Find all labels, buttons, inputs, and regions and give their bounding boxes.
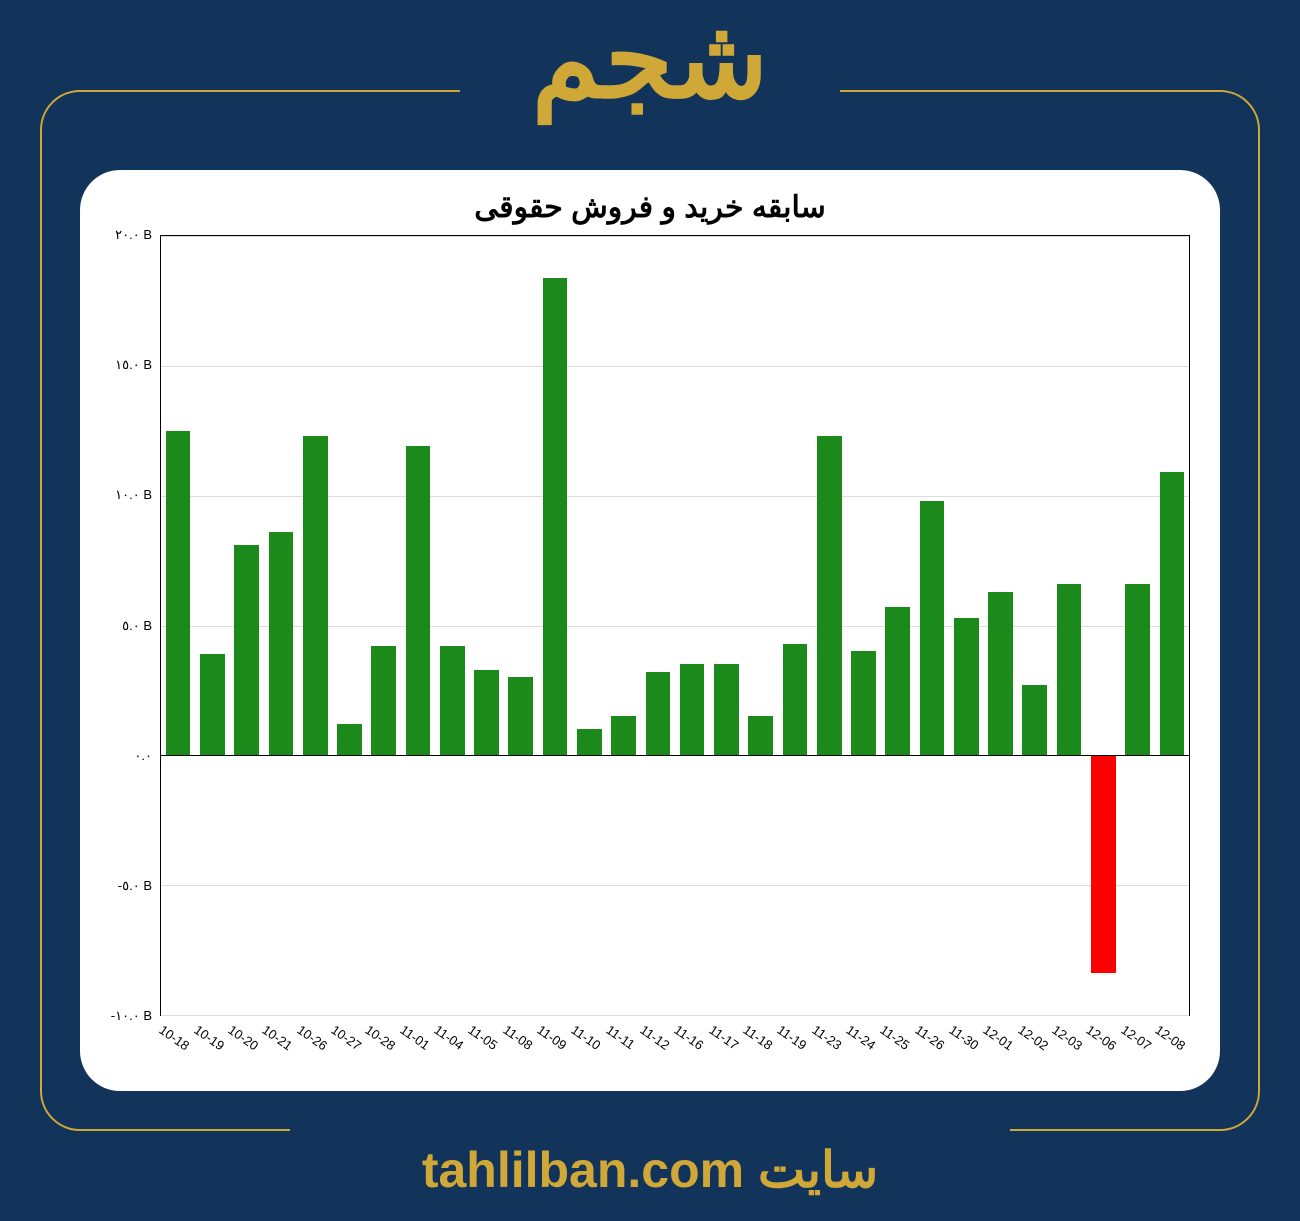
x-tick-label: 11-11 [603,1022,637,1052]
bar [611,716,636,755]
bar [1022,685,1047,755]
plot-wrap: -١٠.٠ B-٥.٠ B٠.٠٥.٠ B١٠.٠ B١٥.٠ B٢٠.٠ B … [100,235,1200,1071]
bar [783,644,808,756]
x-tick-label: 11-30 [946,1022,981,1053]
x-tick-label: 11-05 [466,1022,501,1053]
bar [1057,584,1082,755]
chart-card: سابقه خرید و فروش حقوقی -١٠.٠ B -٥.٠ B ٠.٠… [80,170,1220,1091]
zero-line [161,755,1189,756]
x-tick-label: 11-26 [912,1022,947,1053]
x-tick-label: 11-23 [809,1022,844,1053]
y-tick-label: ٥.٠ B [122,618,152,634]
x-tick-label: 12-08 [1152,1022,1188,1053]
x-tick-label: 11-10 [569,1022,604,1053]
x-tick-label: 10-26 [294,1022,330,1053]
plot-area [160,235,1190,1016]
x-tick-label: 11-01 [397,1022,432,1053]
y-tick-label: ٠.٠ [134,748,152,764]
bar [474,670,499,756]
x-tick-label: 12-01 [981,1022,1017,1053]
bar [371,646,396,755]
x-tick-label: 10-21 [260,1022,296,1053]
x-tick-label: 12-03 [1049,1022,1085,1053]
bar [234,545,259,755]
y-tick-label: -١٠.٠ B [111,1008,152,1024]
x-tick-label: 10-28 [363,1022,399,1053]
bar [885,607,910,755]
bar [200,654,225,755]
x-tick-label: 10-18 [157,1022,193,1053]
x-tick-label: 11-08 [500,1022,535,1053]
bar [748,716,773,755]
bar [1125,584,1150,755]
x-tick-label: 10-19 [191,1022,227,1053]
y-tick-label: ١٥.٠ B [115,357,152,373]
bar [1160,472,1185,755]
bar [646,672,671,755]
x-tick-label: 11-09 [534,1022,569,1053]
y-axis-labels: -١٠.٠ B-٥.٠ B٠.٠٥.٠ B١٠.٠ B١٥.٠ B٢٠.٠ B [100,235,155,1016]
chart-title: سابقه خرید و فروش حقوقی [100,190,1200,225]
x-tick-label: 10-27 [328,1022,364,1053]
bar [543,278,568,756]
bar [440,646,465,755]
x-tick-label: 11-04 [431,1022,466,1053]
bar [851,651,876,755]
bar [406,446,431,755]
x-tick-label: 11-25 [878,1022,913,1053]
x-tick-label: 12-06 [1084,1022,1120,1053]
bar [577,729,602,755]
x-tick-label: 11-19 [775,1022,810,1053]
bar [508,677,533,755]
y-tick-label: ٢٠.٠ B [115,227,152,243]
y-tick-label: -٥.٠ B [118,878,152,894]
bar [988,592,1013,756]
x-tick-label: 12-02 [1015,1022,1051,1053]
x-tick-label: 10-20 [225,1022,261,1053]
bar [269,532,294,755]
x-tick-label: 11-12 [637,1022,672,1053]
x-tick-label: 11-17 [706,1022,741,1053]
bar [680,664,705,755]
x-tick-label: 11-24 [843,1022,878,1053]
bar [714,664,739,755]
x-tick-label: 11-18 [740,1022,775,1053]
bar [954,618,979,756]
bar [166,431,191,756]
footer-site-text: سایت tahlilban.com [422,1141,878,1199]
bar [920,501,945,755]
bar [337,724,362,755]
x-tick-label: 11-16 [672,1022,707,1053]
bar [303,436,328,755]
header-symbol: شجم [532,5,768,115]
footer-prefix: سایت [744,1142,878,1198]
bar [1091,755,1116,973]
x-tick-label: 12-07 [1118,1022,1154,1053]
bar [817,436,842,755]
x-axis-labels: 10-1810-1910-2010-2110-2610-2710-2811-01… [160,1016,1190,1071]
footer-site-url: tahlilban.com [422,1142,744,1198]
y-tick-label: ١٠.٠ B [115,487,152,503]
